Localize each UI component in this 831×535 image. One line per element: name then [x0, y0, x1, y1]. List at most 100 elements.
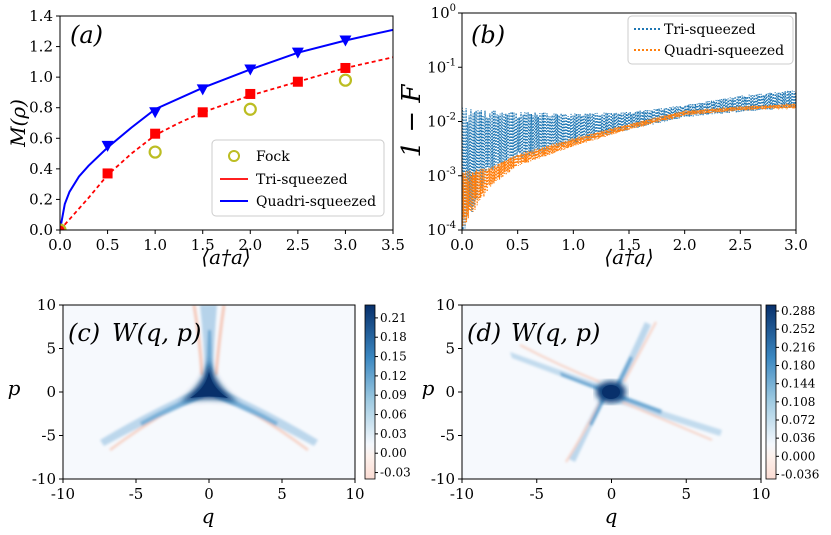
panel-c-ylabel: p — [8, 376, 21, 400]
a-xtick-label: 3.0 — [333, 236, 357, 254]
fock-point — [338, 73, 353, 87]
panel-b-legend: Tri-squeezed Quadri-squeezed — [627, 15, 794, 65]
a-ytick-label: 1.0 — [29, 68, 53, 86]
panel-a-axes-frame — [59, 15, 394, 231]
panel-a: 0.0 0.5 1.0 1.5 2.0 2.5 3.0 3.5 0.0 0.2 0.4 0.6 0.8 1… — [6, 7, 405, 269]
panel-b-ylabel: 1 − F — [397, 84, 427, 158]
a-xtick-label: 2.0 — [238, 236, 262, 254]
quadri-squeezed-point — [101, 140, 114, 152]
d-ytick-label: 10 — [436, 296, 455, 314]
a-xtick-label: 1.0 — [143, 236, 167, 254]
fock-point — [148, 145, 162, 159]
c-ytick-label: 0 — [46, 383, 56, 401]
c-xtick-label: -5 — [129, 485, 144, 503]
d-ytick-label: 0 — [445, 383, 455, 401]
wigner-d-arm-ll-inner — [589, 393, 607, 426]
tri-squeezed-point — [292, 76, 303, 87]
legend-tri-label: Tri-squeezed — [256, 172, 348, 188]
legend-b-quadri-label: Quadri-squeezed — [664, 43, 784, 59]
d-colorbar-tick-label: 0.108 — [781, 395, 815, 409]
colorbar-d — [765, 304, 777, 480]
d-xtick-label: -5 — [529, 485, 544, 503]
wigner-c-core-dark — [190, 372, 228, 398]
a-xtick-label: 0.5 — [96, 236, 120, 254]
d-colorbar-tick-label: 0.144 — [781, 377, 816, 391]
wigner-d-fringe-lr — [621, 401, 713, 441]
c-colorbar-tick-label: 0.21 — [380, 311, 407, 325]
d-colorbar-tick-label: 0.216 — [781, 340, 815, 354]
panel-d: -10 -5 0 5 10 10 5 0 -5 -10 (d) W(q, p) q p 0.288… — [422, 296, 820, 528]
c-xtick-label: 5 — [277, 485, 287, 503]
d-ytick-label: -10 — [431, 470, 455, 488]
panel-c-title: W(q, p) — [112, 319, 201, 347]
c-xtick-label: -10 — [51, 485, 75, 503]
b-xtick-label: 0.0 — [450, 236, 474, 254]
d-colorbar-tick-label: -0.036 — [781, 467, 819, 481]
panel-d-label: (d) — [467, 319, 501, 347]
panel-b: 0.0 0.5 1.0 1.5 2.0 2.5 3.0 100 10-1 10-2 10-3 10-4… — [397, 3, 808, 269]
b-xtick-label: 2.5 — [728, 236, 752, 254]
b-ytick-label: 10-1 — [427, 57, 456, 76]
c-xtick-label: 0 — [204, 485, 214, 503]
legend-b-tri-label: Tri-squeezed — [664, 22, 756, 38]
quadri-squeezed-point — [291, 47, 304, 59]
a-ytick-label: 0.8 — [29, 99, 53, 117]
panel-d-title: W(q, p) — [511, 319, 600, 347]
c-colorbar-tick-label: 0.00 — [380, 446, 407, 460]
d-colorbar-tick-label: 0.180 — [781, 359, 815, 373]
a-xtick-label: 3.5 — [381, 236, 405, 254]
d-xtick-label: -10 — [450, 485, 474, 503]
d-xtick-label: 10 — [751, 485, 770, 503]
tri-squeezed-point — [245, 88, 256, 99]
d-colorbar-tick-label: 0.036 — [781, 431, 815, 445]
c-colorbar-tick-label: 0.06 — [380, 408, 407, 422]
c-xtick-label: 10 — [345, 485, 364, 503]
legend-fock-marker — [228, 150, 240, 162]
a-ytick-label: 0.2 — [29, 190, 53, 208]
b-ytick-label: 10-4 — [427, 220, 456, 239]
d-xtick-label: 0 — [607, 485, 617, 503]
c-colorbar-tick-label: 0.09 — [380, 388, 407, 402]
quadri-squeezed-point — [339, 35, 352, 47]
panel-d-xlabel: q — [605, 504, 618, 528]
c-ytick-label: 5 — [46, 340, 56, 358]
panel-c-xlabel: q — [202, 504, 215, 528]
c-ytick-label: 10 — [37, 296, 56, 314]
b-xtick-label: 2.0 — [673, 236, 697, 254]
wigner-d-arm-lr-inner — [618, 394, 662, 414]
c-colorbar-tick-label: 0.12 — [380, 369, 407, 383]
quadri-squeezed-point — [149, 107, 162, 119]
tri-squeezed-point — [340, 62, 351, 73]
panel-a-legend: Fock Tri-squeezed Quadri-squeezed — [211, 139, 385, 217]
d-colorbar-tick-label: 0.000 — [781, 449, 815, 463]
legend-fock-label: Fock — [256, 149, 290, 165]
a-ytick-label: 0.4 — [29, 160, 53, 178]
d-colorbar-tick-label: 0.288 — [781, 304, 815, 318]
panel-a-label: (a) — [70, 21, 103, 49]
panel-a-xlabel: ⟨a†a⟩ — [201, 245, 250, 269]
c-colorbar-tick-label: 0.18 — [380, 330, 407, 344]
b-xtick-label: 1.0 — [561, 236, 585, 254]
quadri-squeezed-point — [196, 84, 209, 96]
wigner-c-arm-up-fringe — [192, 305, 226, 376]
panel-d-ylabel: p — [422, 376, 435, 400]
quadri-squeezed-infidelity-curve — [462, 102, 796, 227]
c-colorbar-tick-label: 0.15 — [380, 350, 407, 364]
wigner-d-fringe-ur — [623, 321, 657, 383]
wigner-d-core-dark — [602, 385, 620, 399]
tri-squeezed-point — [102, 168, 113, 179]
a-xtick-label: 1.5 — [191, 236, 215, 254]
quadri-squeezed-point — [244, 64, 257, 76]
a-ytick-label: 1.4 — [29, 7, 53, 25]
d-xtick-label: 5 — [681, 485, 691, 503]
panel-b-xlabel: ⟨a†a⟩ — [604, 245, 653, 269]
b-ytick-label: 10-2 — [427, 112, 456, 131]
a-xtick-label: 2.5 — [286, 236, 310, 254]
wigner-d-heatmap — [510, 321, 722, 463]
legend-b-frame — [627, 15, 794, 65]
wigner-d-fringe-ul — [519, 344, 601, 383]
tri-squeezed-point — [197, 107, 208, 118]
wigner-d-arm-ur-inner — [615, 356, 633, 389]
c-colorbar-tick-label: 0.03 — [380, 427, 407, 441]
